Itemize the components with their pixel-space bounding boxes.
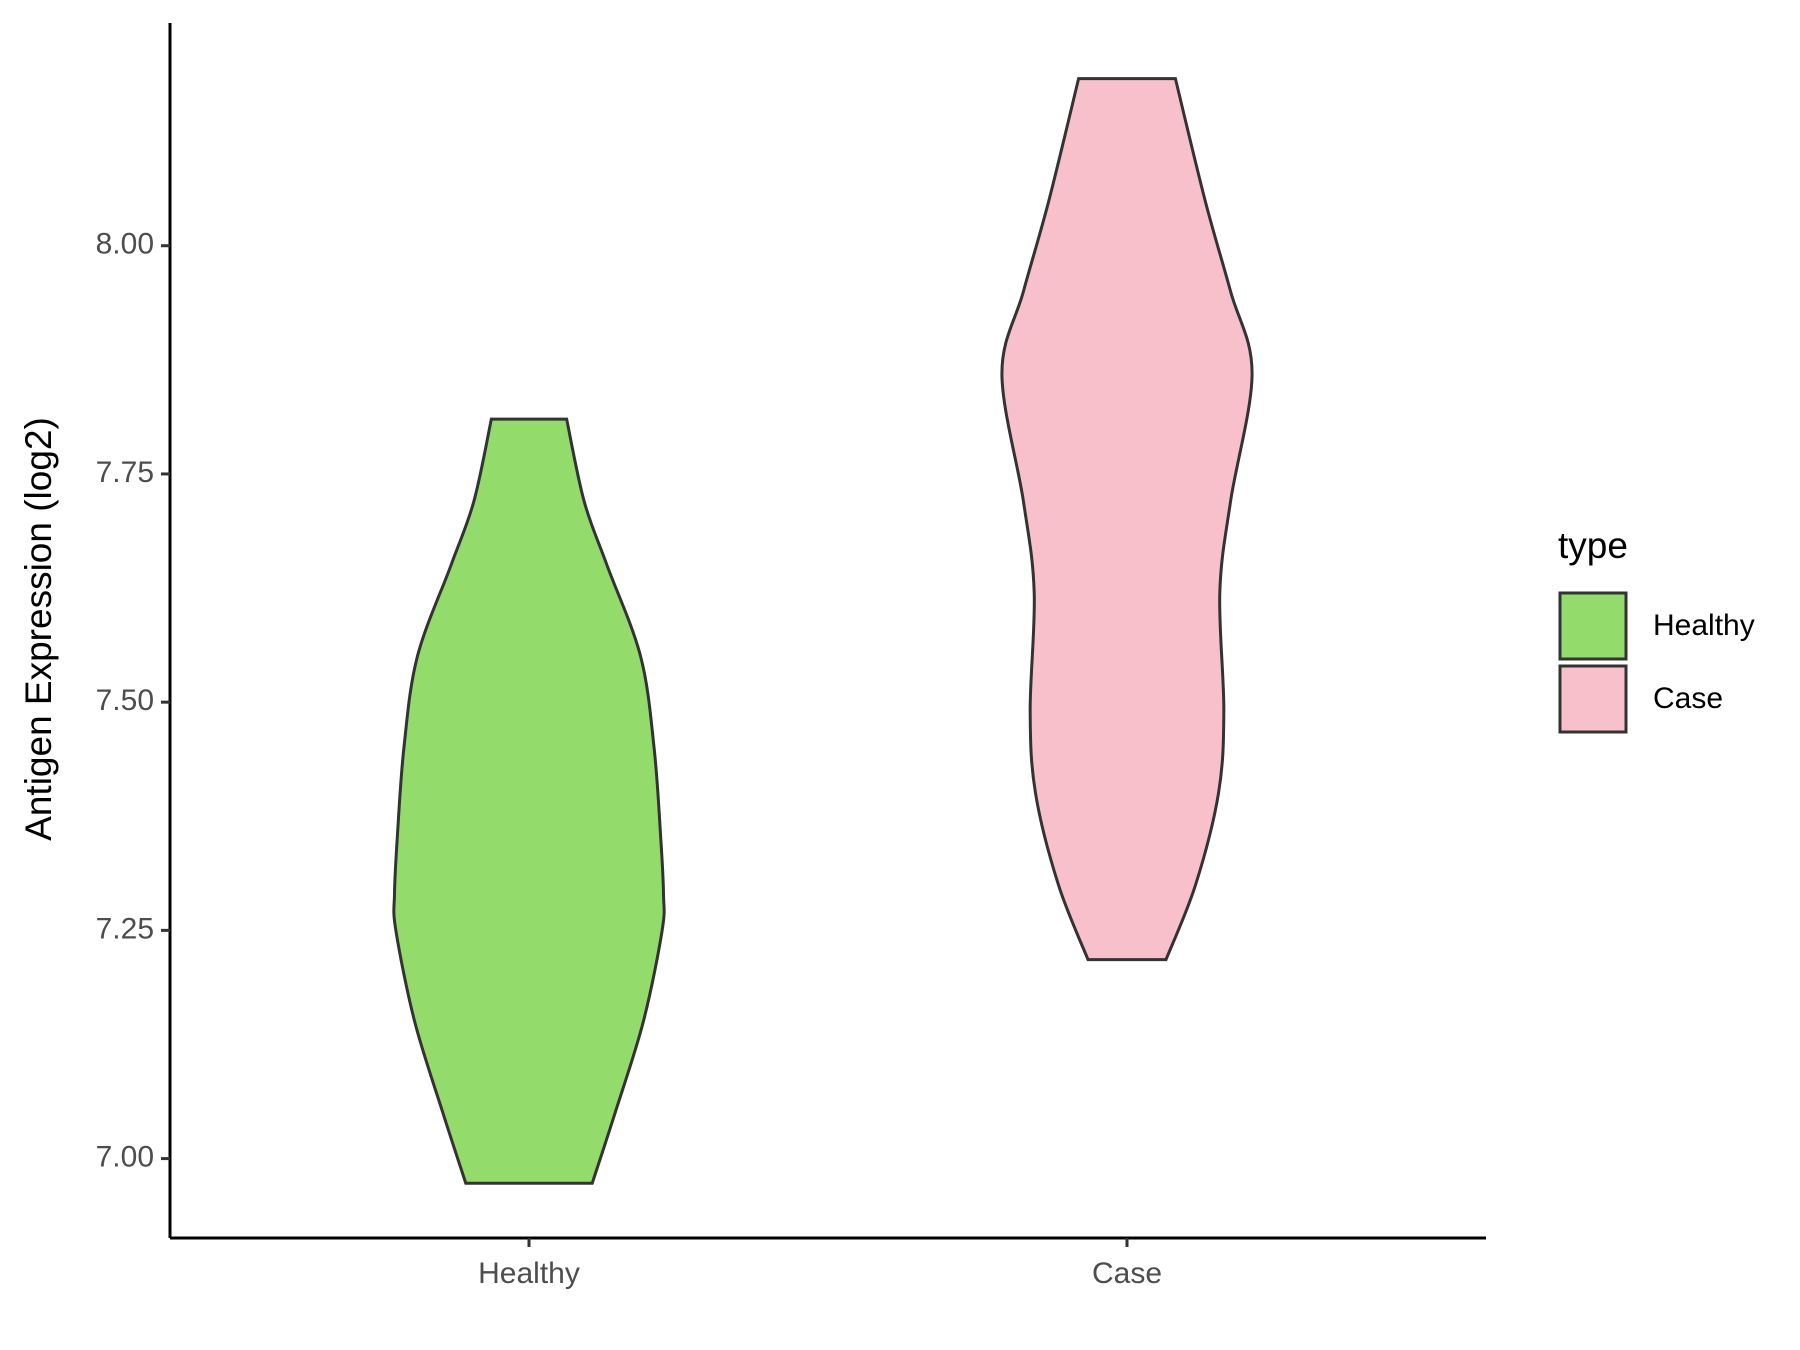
- violin: [392, 417, 666, 1185]
- y-tick-label: 8.00: [96, 228, 154, 261]
- x-tick-label: Case: [1092, 1257, 1162, 1290]
- y-tick-label: 7.00: [96, 1141, 154, 1174]
- y-axis-title: Antigen Expression (log2): [18, 417, 59, 841]
- x-tick-label: Healthy: [478, 1257, 580, 1290]
- legend-label: Case: [1653, 682, 1723, 715]
- y-tick-label: 7.25: [96, 912, 154, 945]
- violin: [1000, 77, 1254, 962]
- y-tick-label: 7.75: [96, 456, 154, 489]
- y-tick-label: 7.50: [96, 684, 154, 717]
- legend-key: [1558, 591, 1628, 661]
- legend-key: [1558, 664, 1628, 734]
- legend-label: Healthy: [1653, 609, 1755, 642]
- legend-title: type: [1558, 525, 1628, 566]
